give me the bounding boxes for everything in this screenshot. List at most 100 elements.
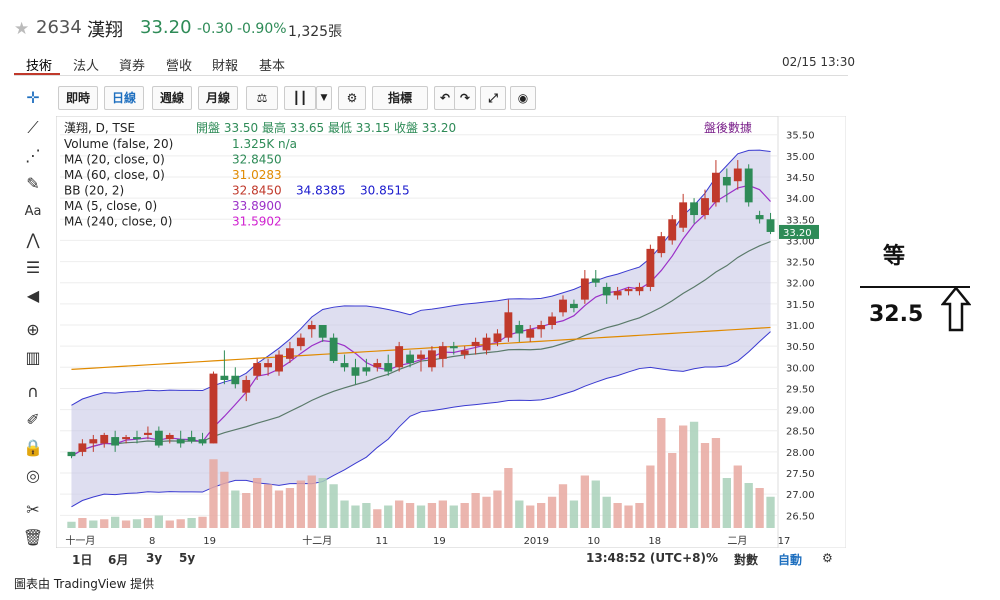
- percent-toggle[interactable]: %: [706, 551, 719, 565]
- compare-scale-icon[interactable]: ⚖: [246, 86, 278, 110]
- hide-eye-icon[interactable]: ◎: [26, 466, 40, 485]
- volume-bar: [460, 503, 469, 528]
- legend-row-value: 30.8515: [360, 184, 410, 198]
- candle-body: [307, 325, 316, 330]
- volume-bar: [329, 484, 338, 528]
- range-3y[interactable]: 3y: [146, 551, 163, 565]
- volume-bar: [351, 505, 360, 528]
- range-6m[interactable]: 6月: [108, 553, 129, 567]
- volume-bar: [438, 500, 447, 528]
- trend-line-icon[interactable]: ⟋: [27, 118, 39, 137]
- tab-technical[interactable]: 技術: [26, 59, 53, 74]
- tab-revenue[interactable]: 營收: [166, 59, 193, 74]
- log-toggle[interactable]: 對數: [734, 553, 759, 567]
- quote-datetime: 02/15 13:30: [782, 55, 855, 69]
- legend-row-value: 1.325K n/a: [232, 137, 297, 151]
- after-hours-label: 盤後數據: [704, 121, 752, 135]
- x-tick-label: 19: [203, 536, 216, 547]
- range-1d[interactable]: 1日: [72, 553, 93, 567]
- y-tick-label: 32.50: [786, 258, 815, 269]
- daily-button[interactable]: 日線: [104, 86, 144, 110]
- fib-retracement-icon[interactable]: ☰: [25, 258, 41, 277]
- volume-bar: [558, 484, 568, 528]
- volume-bar: [679, 425, 688, 528]
- candlestick-chart[interactable]: 35.50 35.00 34.50 34.00 33.50 33.00 32.50 32.00…: [56, 116, 846, 548]
- weekly-button[interactable]: 週線: [152, 86, 192, 110]
- pitchfork-icon[interactable]: ⋰: [25, 146, 41, 165]
- annotation-rule: [860, 286, 970, 288]
- annotation-char: 等: [883, 244, 906, 269]
- fullscreen-icon[interactable]: ⤢: [480, 86, 506, 110]
- candle-body: [362, 367, 371, 372]
- auto-scale-toggle[interactable]: 自動: [778, 553, 803, 567]
- text-tool-icon[interactable]: Aa: [24, 204, 42, 219]
- candle-body: [198, 439, 207, 444]
- magnet-icon[interactable]: ∩: [27, 382, 39, 401]
- back-arrow-icon[interactable]: ◀: [26, 286, 40, 305]
- candle-type-icon[interactable]: ┃┃: [284, 86, 316, 110]
- tab-basic[interactable]: 基本: [259, 59, 286, 74]
- candle-body: [253, 363, 262, 376]
- last-price-marker: [779, 224, 819, 239]
- undo-icon[interactable]: ↶: [434, 86, 456, 110]
- x-tick-label: 8: [149, 536, 155, 547]
- volume-bar: [657, 418, 666, 528]
- volume-bar: [569, 500, 579, 528]
- candle-body: [766, 219, 775, 232]
- measure-icon[interactable]: ▥: [25, 348, 41, 367]
- tab-financials[interactable]: 財報: [212, 59, 239, 74]
- active-tab-indicator: [14, 73, 60, 75]
- monthly-button[interactable]: 月線: [198, 86, 238, 110]
- scale-settings-gear-icon[interactable]: ⚙: [822, 551, 833, 565]
- candle-body: [591, 278, 600, 283]
- legend-row-value: 34.8385: [296, 184, 346, 198]
- candle-body: [460, 350, 469, 355]
- candle-body: [646, 248, 655, 287]
- trash-icon[interactable]: 🗑: [22, 528, 44, 547]
- volume-bar: [340, 500, 349, 528]
- candle-body: [471, 341, 480, 347]
- remove-drawings-icon[interactable]: ✂: [26, 500, 40, 519]
- pattern-icon[interactable]: ⋀: [26, 230, 40, 249]
- legend-main: 漢翔, D, TSE: [64, 121, 135, 135]
- zoom-in-icon[interactable]: ⊕: [26, 320, 40, 339]
- intraday-button[interactable]: 即時: [58, 86, 98, 110]
- price-axis: [777, 116, 846, 548]
- settings-gear-icon[interactable]: ⚙: [338, 86, 366, 110]
- brush-icon[interactable]: ✎: [26, 174, 40, 193]
- stock-header: ★ 2634 漢翔 33.20 -0.30 -0.90% 1,325張 技術 法…: [0, 0, 860, 80]
- volume-bar: [231, 490, 240, 528]
- snapshot-camera-icon[interactable]: ◉: [510, 86, 536, 110]
- candle-body: [209, 373, 218, 444]
- volume-bar: [700, 443, 710, 528]
- candle-body: [406, 354, 415, 364]
- indicators-button[interactable]: 指標: [372, 86, 428, 110]
- candle-body: [329, 337, 338, 361]
- range-5y[interactable]: 5y: [179, 551, 196, 565]
- favorite-star-icon[interactable]: ★: [14, 19, 30, 39]
- y-tick-label: 31.50: [786, 300, 815, 311]
- candle-body: [635, 286, 644, 292]
- candle-body: [296, 337, 305, 347]
- redo-icon[interactable]: ↷: [454, 86, 476, 110]
- y-tick-label: 34.50: [786, 173, 815, 184]
- candle-body: [318, 325, 327, 338]
- legend-row-value: 31.0283: [232, 168, 282, 182]
- volume-bar: [635, 503, 644, 528]
- tab-institutional[interactable]: 法人: [73, 59, 100, 74]
- lock-icon[interactable]: 🔒: [23, 438, 43, 457]
- y-tick-label: 29.00: [786, 406, 815, 417]
- candle-body: [100, 434, 109, 444]
- volume-bar: [537, 503, 546, 528]
- crosshair-icon[interactable]: ✛: [26, 88, 40, 107]
- volume-bar: [449, 505, 458, 528]
- y-tick-label: 30.50: [786, 342, 815, 353]
- price-change: -0.30: [197, 21, 234, 37]
- tab-margin[interactable]: 資券: [119, 59, 146, 74]
- volume-bar: [187, 518, 196, 528]
- stay-drawing-icon[interactable]: ✐: [26, 410, 40, 429]
- chart-type-dropdown-icon[interactable]: ▼: [316, 86, 332, 110]
- x-tick-label: 二月: [727, 535, 747, 547]
- volume-bar: [547, 496, 557, 528]
- candle-body: [580, 278, 589, 300]
